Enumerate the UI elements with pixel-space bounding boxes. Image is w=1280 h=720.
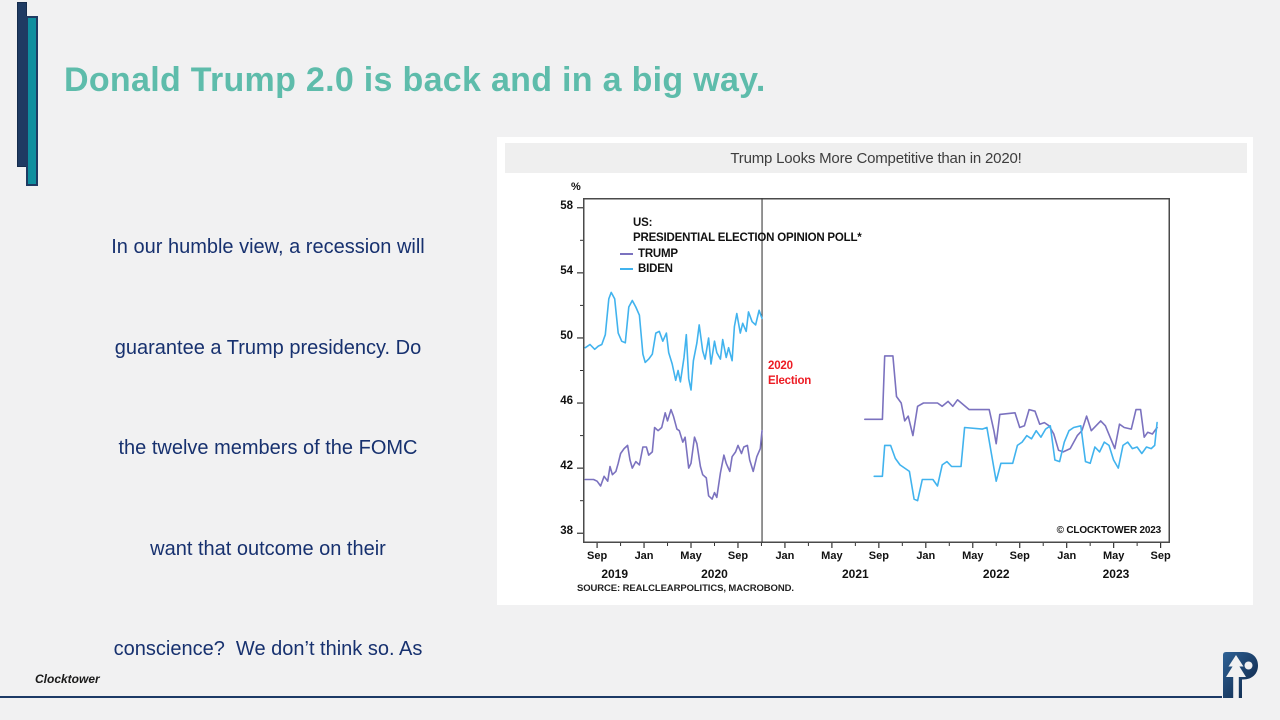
body-line: conscience? We don’t think so. As (113, 638, 423, 660)
body-paragraph: In our humble view, a recession will gua… (56, 164, 480, 720)
body-line: In our humble view, a recession will (111, 236, 425, 258)
y-tick-label: 54 (560, 264, 573, 277)
y-tick-label: 38 (560, 525, 573, 538)
trump-line (863, 355, 1158, 453)
y-tick-label: 42 (560, 460, 573, 473)
chart-canvas (577, 198, 1170, 548)
chart-title: Trump Looks More Competitive than in 202… (730, 149, 1022, 167)
x-year-label: 2021 (842, 567, 869, 581)
x-tick-label: Sep (587, 550, 608, 562)
chart-source: SOURCE: REALCLEARPOLITICS, MACROBOND. (577, 583, 794, 594)
plot-area: % US: PRESIDENTIAL ELECTION OPINION POLL… (560, 181, 1170, 581)
trump-line (584, 408, 763, 500)
accent-bar-teal (26, 16, 38, 186)
legend-item-trump: TRUMP (620, 246, 862, 261)
footer-company-name: Clocktower (35, 672, 100, 686)
x-tick-label: Jan (916, 550, 936, 562)
body-line: the twelve members of the FOMC (118, 437, 418, 459)
y-tick-label: 50 (560, 329, 573, 342)
x-tick-label: Sep (727, 550, 749, 562)
legend-label-biden: BIDEN (638, 262, 673, 275)
y-axis-unit-label: % (571, 181, 581, 193)
x-tick-label: May (1102, 550, 1125, 562)
chart-header-strip: Trump Looks More Competitive than in 202… (505, 143, 1247, 173)
x-tick-label: May (821, 550, 843, 562)
election-annotation: 2020 Election (768, 359, 811, 389)
legend-region-label: US: (633, 217, 653, 229)
x-year-label: 2022 (982, 567, 1010, 581)
election-annotation-line1: 2020 (768, 360, 793, 372)
plot-frame (583, 198, 1170, 543)
x-tick-label: Sep (1009, 550, 1030, 562)
trump-line-swatch (620, 252, 633, 255)
legend-item-biden: BIDEN (620, 261, 862, 276)
chart-copyright: © CLOCKTOWER 2023 (1056, 525, 1162, 536)
y-tick-label: 58 (560, 199, 573, 212)
biden-line (584, 291, 763, 391)
x-tick-label: Jan (634, 550, 654, 562)
x-tick-label: May (962, 550, 984, 562)
x-year-label: 2020 (701, 567, 728, 581)
x-tick-label: Sep (868, 550, 889, 562)
body-line: want that outcome on their (150, 537, 386, 560)
y-tick-label: 46 (560, 395, 573, 408)
chart-card: Trump Looks More Competitive than in 202… (497, 137, 1253, 605)
election-annotation-line2: Election (768, 375, 812, 387)
legend-subtitle: PRESIDENTIAL ELECTION OPINION POLL* (633, 232, 862, 244)
x-tick-label: Jan (1057, 550, 1077, 562)
x-tick-label: Jan (775, 550, 795, 562)
legend-label-trump: TRUMP (638, 247, 678, 260)
body-line: guarantee a Trump presidency. Do (114, 336, 422, 359)
x-year-label: 2019 (601, 567, 629, 581)
footer-rule (0, 696, 1222, 698)
biden-line (873, 421, 1158, 502)
pine-tree-p-monogram-icon (1223, 652, 1258, 698)
slide-title: Donald Trump 2.0 is back and in a big wa… (64, 60, 766, 99)
biden-line-swatch (620, 267, 633, 270)
x-year-label: 2023 (1102, 567, 1130, 581)
x-tick-label: May (680, 550, 702, 562)
chart-legend: US: PRESIDENTIAL ELECTION OPINION POLL* … (620, 216, 862, 276)
x-tick-label: Sep (1150, 550, 1171, 562)
